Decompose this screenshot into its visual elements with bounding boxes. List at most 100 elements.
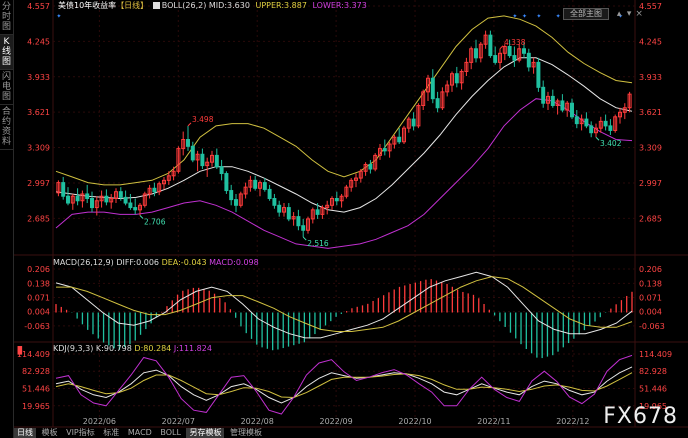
candle-body xyxy=(498,52,502,63)
candle-body xyxy=(277,204,282,213)
kdj-d: D:80.284 xyxy=(134,344,172,353)
candle-body xyxy=(594,127,598,134)
candle-body xyxy=(354,177,358,181)
candle-body xyxy=(66,195,70,204)
candle-body xyxy=(488,34,493,57)
date-tick: 2022/11 xyxy=(477,417,510,426)
candle-body xyxy=(315,209,320,215)
price-left-tick: 4.245 xyxy=(27,37,50,46)
down-icon[interactable]: ▾ xyxy=(626,9,632,19)
candle-body xyxy=(421,91,426,106)
candle-body xyxy=(325,204,330,209)
candle-body xyxy=(157,183,162,193)
tab-save-template[interactable]: 另存模板 xyxy=(186,428,225,438)
kdj-left-tick: 19.965 xyxy=(22,402,50,411)
macd-diff-line xyxy=(55,271,633,339)
boll-lower: LOWER:3.373 xyxy=(312,1,367,10)
candle-body xyxy=(118,191,123,198)
event-marker-icon: ✦ xyxy=(536,13,541,20)
candle-body xyxy=(320,207,325,215)
candle-body xyxy=(478,43,483,59)
candle-body xyxy=(531,61,536,68)
top-right-controls: 全部主图 ▴ ▾ × xyxy=(563,1,644,20)
kdj-label: KDJ(9,3,3) xyxy=(53,344,94,353)
date-tick: 2022/06 xyxy=(83,417,116,426)
candle-body xyxy=(397,136,402,143)
candle-body xyxy=(128,202,133,209)
candle-body xyxy=(358,170,363,179)
candle-body xyxy=(426,77,430,93)
candle-body xyxy=(234,199,238,206)
candle-body xyxy=(507,45,512,57)
tab-vip-indicators[interactable]: VIP指标 xyxy=(66,428,95,437)
candle-body xyxy=(90,197,94,209)
candle-body xyxy=(613,116,618,131)
candle-body xyxy=(560,100,565,111)
indicator-box-icon[interactable] xyxy=(152,2,160,9)
candle-body xyxy=(291,216,296,220)
tab-standard[interactable]: 标准 xyxy=(103,428,120,437)
macd-right-tick: 0.071 xyxy=(639,294,662,303)
candle-body xyxy=(210,154,214,163)
candle-body xyxy=(253,179,258,189)
candlesticks xyxy=(56,30,632,238)
candle-body xyxy=(363,163,368,172)
candle-body xyxy=(286,207,291,220)
candle-body xyxy=(440,91,445,109)
candle-body xyxy=(99,195,104,202)
period-tag: 【日线】 xyxy=(116,1,149,10)
main-chart-select[interactable]: 全部主图 xyxy=(563,8,609,20)
date-tick: 2022/10 xyxy=(398,417,431,426)
macd-left-tick: -0.063 xyxy=(24,322,50,331)
extreme-label: 2.706 xyxy=(144,218,166,227)
price-left-tick: 3.933 xyxy=(27,73,50,82)
sidebar-item-contract-info[interactable]: 合约资料 xyxy=(0,105,13,150)
candle-body xyxy=(546,95,550,104)
macd-right-tick: 0.138 xyxy=(639,279,662,288)
macd-diff: DIFF:0.006 xyxy=(116,258,160,267)
candle-body xyxy=(541,86,546,104)
macd-label: MACD(26,12,9) xyxy=(53,258,114,267)
candle-body xyxy=(181,139,186,150)
up-icon[interactable]: ▴ xyxy=(616,9,622,19)
macd-left-tick: 0.071 xyxy=(27,294,50,303)
candle-body xyxy=(402,127,406,143)
date-tick: 2022/09 xyxy=(319,417,352,426)
tab-manage-template[interactable]: 管理模板 xyxy=(230,428,263,437)
candle-body xyxy=(205,161,210,167)
candle-body xyxy=(133,207,138,211)
event-marker-icon: ✦ xyxy=(618,13,623,20)
candle-body xyxy=(56,182,61,194)
candle-body xyxy=(219,166,224,175)
instrument-title: 美债10年收益率 xyxy=(58,1,117,10)
sidebar-item-flash[interactable]: 闪电图 xyxy=(0,70,13,105)
candle-body xyxy=(152,187,157,193)
candle-body xyxy=(171,170,176,177)
macd-panel xyxy=(55,271,633,359)
macd-left-tick: 0.138 xyxy=(27,279,50,288)
candle-body xyxy=(190,145,195,161)
candle-body xyxy=(387,143,392,152)
candle-body xyxy=(570,102,574,118)
close-icon[interactable]: × xyxy=(635,9,643,19)
price-left-tick: 3.309 xyxy=(27,144,50,153)
candle-body xyxy=(469,48,474,63)
candle-body xyxy=(114,191,118,199)
boll-mid-line xyxy=(55,57,633,213)
kdj-panel xyxy=(55,354,633,415)
price-right-tick: 3.621 xyxy=(639,108,662,117)
tab-macd[interactable]: MACD xyxy=(127,428,152,437)
kdj-j: J:111.824 xyxy=(173,344,212,353)
kdj-left-tick: 82.928 xyxy=(22,367,50,376)
candle-body xyxy=(603,120,608,127)
sidebar-item-kline[interactable]: K线图 xyxy=(0,35,13,70)
tab-template[interactable]: 模板 xyxy=(41,428,58,437)
tab-boll[interactable]: BOLL xyxy=(160,428,181,437)
boll-lower-line xyxy=(55,98,633,249)
candle-body xyxy=(61,182,66,197)
candle-body xyxy=(627,93,632,109)
candle-body xyxy=(258,182,262,189)
tab-daily[interactable]: 日线 xyxy=(14,428,36,438)
sidebar-item-timeshare[interactable]: 分时图 xyxy=(0,0,13,35)
